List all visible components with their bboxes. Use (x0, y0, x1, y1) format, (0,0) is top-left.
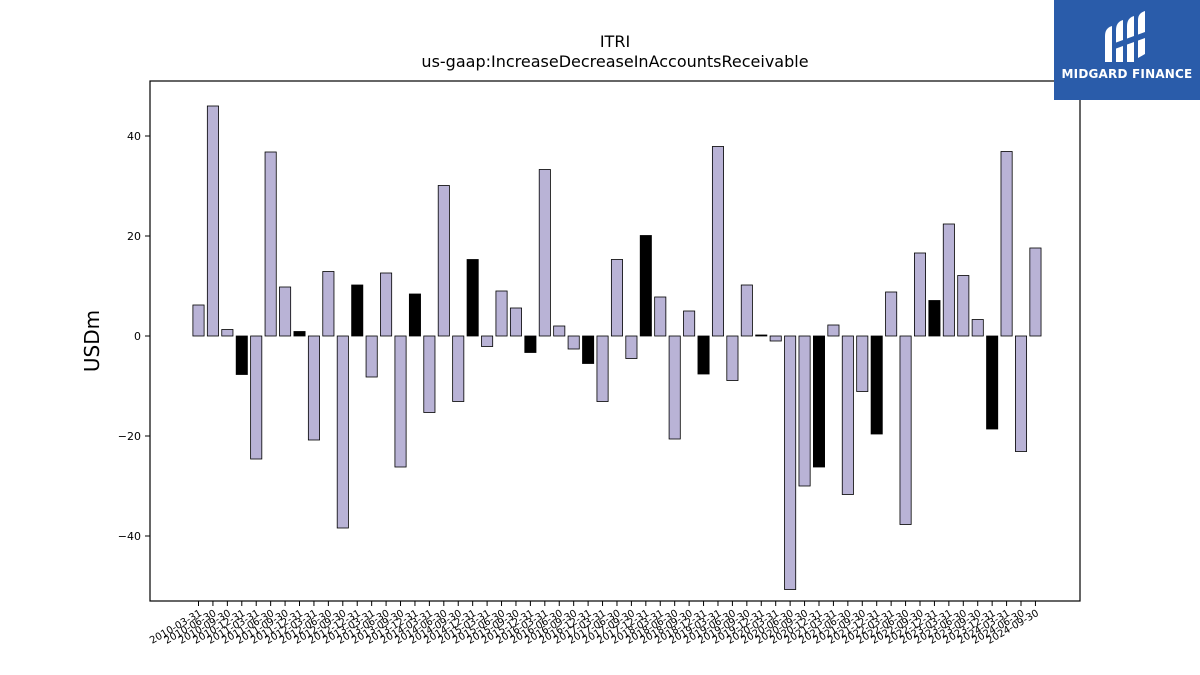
bar (841, 335, 854, 495)
bar (206, 105, 219, 337)
bar (928, 300, 941, 337)
bar (466, 259, 479, 337)
bar (495, 290, 508, 337)
bar (481, 335, 494, 347)
bar (769, 335, 782, 342)
bar (711, 146, 724, 337)
bar (408, 293, 421, 337)
bar (423, 335, 436, 413)
bar (639, 235, 652, 337)
bar (986, 335, 999, 430)
bar (812, 335, 825, 468)
logo-text: MIDGARD FINANCE (1061, 67, 1193, 81)
y-axis-label: USDm (80, 310, 104, 372)
bar (380, 272, 393, 337)
bar (336, 335, 349, 529)
bar (582, 335, 595, 364)
plot-frame (149, 80, 1081, 602)
bar (625, 335, 638, 359)
bar (293, 331, 306, 337)
bar (452, 335, 465, 402)
bar (596, 335, 609, 402)
bar (740, 284, 753, 337)
bar (509, 307, 522, 337)
bar (683, 310, 696, 337)
y-tick-label: 20 (127, 230, 141, 243)
midgard-logo-icon (1105, 11, 1145, 62)
bar (654, 296, 667, 337)
bar (307, 335, 320, 441)
y-tick-label: −20 (118, 430, 141, 443)
bar (668, 335, 681, 440)
bar (437, 185, 450, 337)
bar (856, 335, 869, 392)
bar (250, 335, 263, 460)
bar (567, 335, 580, 350)
bar (553, 325, 566, 337)
bar (1000, 151, 1013, 337)
midgard-finance-logo: MIDGARD FINANCE (1054, 0, 1200, 100)
bar (264, 151, 277, 337)
bar (524, 335, 537, 353)
bar (610, 259, 623, 337)
bar (726, 335, 739, 381)
bar (870, 335, 883, 435)
y-tick-label: 0 (134, 330, 141, 343)
y-tick-label: 40 (127, 130, 141, 143)
bar (1015, 335, 1028, 452)
bar (538, 169, 551, 337)
bar (971, 319, 984, 337)
bar (957, 275, 970, 337)
bar (755, 334, 768, 337)
bar (784, 335, 797, 590)
bar (394, 335, 407, 468)
bar (914, 252, 927, 337)
bar (885, 291, 898, 337)
bar (1029, 247, 1042, 337)
bar (192, 304, 205, 337)
bar (942, 223, 955, 337)
bar (365, 335, 378, 378)
bar (322, 271, 335, 337)
bar (798, 335, 811, 487)
chart-title: ITRI (599, 32, 631, 51)
bar (279, 286, 292, 337)
bar (899, 335, 912, 525)
bar (221, 329, 234, 337)
chart-subtitle: us-gaap:IncreaseDecreaseInAccountsReceiv… (421, 52, 809, 71)
bar (351, 284, 364, 337)
y-tick-label: −40 (118, 530, 141, 543)
bar (235, 335, 248, 375)
bar (697, 335, 710, 375)
bar (827, 324, 840, 337)
